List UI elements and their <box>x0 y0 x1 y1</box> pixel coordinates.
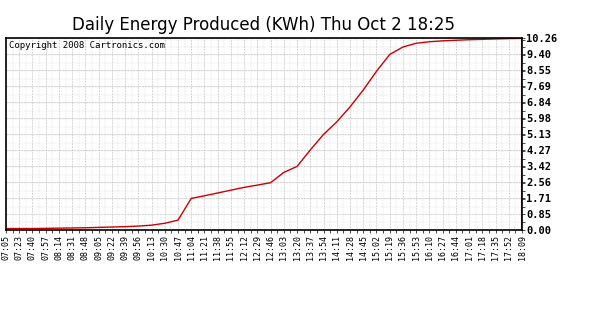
Text: Daily Energy Produced (KWh) Thu Oct 2 18:25: Daily Energy Produced (KWh) Thu Oct 2 18… <box>73 16 455 34</box>
Text: Copyright 2008 Cartronics.com: Copyright 2008 Cartronics.com <box>8 41 164 50</box>
